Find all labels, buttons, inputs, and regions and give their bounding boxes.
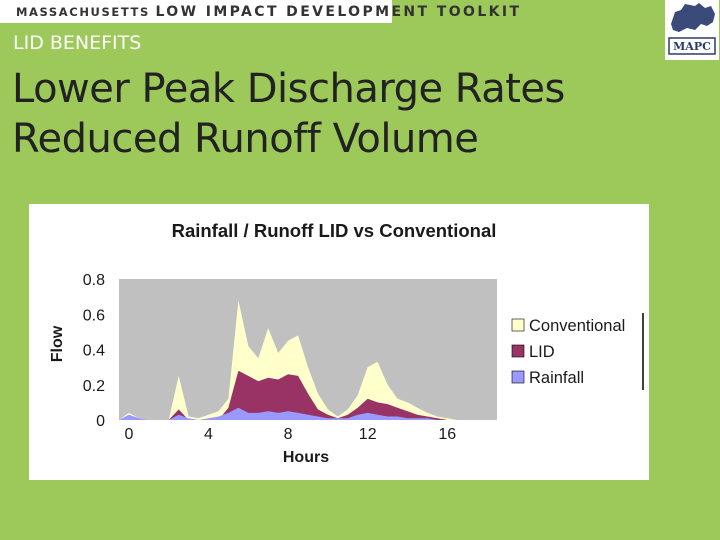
x-axis-label: Hours <box>283 449 329 466</box>
area-rainfall <box>119 407 497 420</box>
y-axis-ticks: 0 0.2 0.4 0.6 0.8 <box>83 272 105 430</box>
banner-toolkit: LOW IMPACT DEVELOPMENT TOOLKIT <box>155 3 522 20</box>
banner-text: MASSACHUSETTS LOW IMPACT DEVELOPMENT TOO… <box>0 4 521 20</box>
runoff-chart: Rainfall / Runoff LID vs Conventional 00… <box>29 204 649 480</box>
legend-swatch-conventional <box>511 318 525 332</box>
legend-swatch-rainfall <box>511 370 525 384</box>
legend: Conventional LID Rainfall <box>511 317 625 387</box>
y-tick-label: 0.8 <box>83 272 105 289</box>
x-tick-label: 16 <box>438 426 456 443</box>
series-areas <box>119 300 497 420</box>
page-title: Lower Peak Discharge Rates Reduced Runof… <box>12 64 565 164</box>
area-lid <box>119 370 497 420</box>
y-tick-label: 0.6 <box>83 307 105 324</box>
toolkit-banner: MASSACHUSETTS LOW IMPACT DEVELOPMENT TOO… <box>0 0 519 23</box>
x-tick-label: 4 <box>204 426 213 443</box>
title-line-2: Reduced Runoff Volume <box>12 116 479 162</box>
section-label: LID BENEFITS <box>13 32 142 54</box>
legend-label-rainfall: Rainfall <box>529 369 584 387</box>
x-tick-label: 0 <box>124 426 133 443</box>
massachusetts-map-icon <box>671 3 715 32</box>
y-tick-label: 0.2 <box>83 378 105 395</box>
y-tick-label: 0 <box>96 413 105 430</box>
banner-state: MASSACHUSETTS <box>16 4 150 19</box>
legend-label-lid: LID <box>529 343 555 361</box>
x-tick-label: 8 <box>284 426 293 443</box>
legend-swatch-lid <box>511 344 525 358</box>
x-axis-ticks: 0 4 8 12 16 <box>124 426 456 443</box>
y-axis-label: Flow <box>49 325 66 362</box>
logo-text: MAPC <box>673 40 711 53</box>
mapc-logo: MAPC <box>665 0 719 60</box>
title-line-1: Lower Peak Discharge Rates <box>12 66 565 112</box>
x-tick-label: 12 <box>359 426 377 443</box>
y-tick-label: 0.4 <box>83 343 105 360</box>
chart-title: Rainfall / Runoff LID vs Conventional <box>172 220 497 241</box>
legend-label-conventional: Conventional <box>529 317 625 335</box>
